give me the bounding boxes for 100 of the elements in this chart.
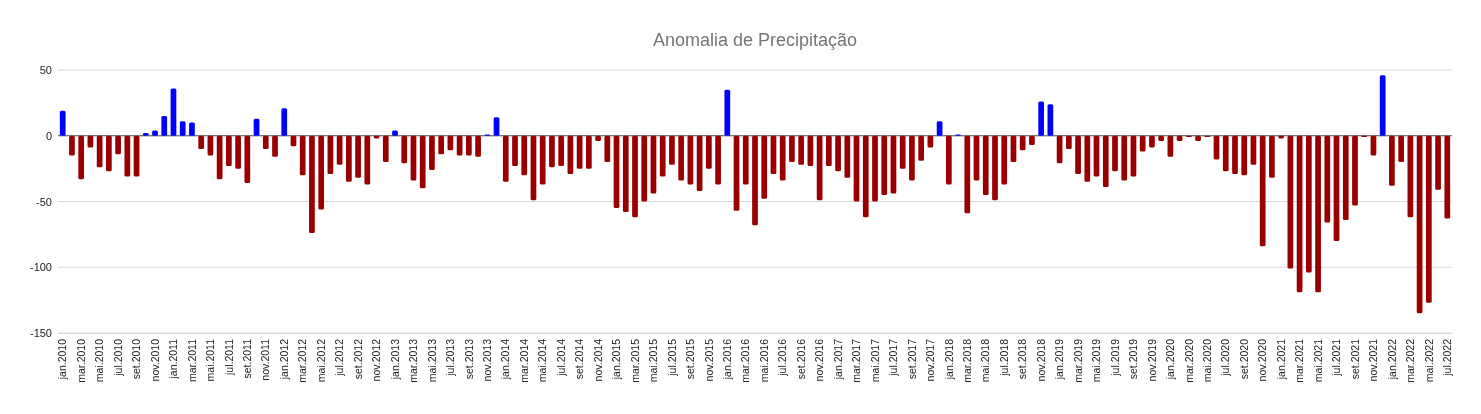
x-tick-label: jul.2011 [222, 338, 235, 377]
bar [539, 135, 546, 185]
bar [835, 135, 841, 172]
bar [798, 135, 805, 165]
x-tick-label: jan.2022 [1385, 338, 1398, 381]
bar [669, 135, 675, 165]
x-tick-label: jan.2017 [831, 338, 844, 381]
bar [1222, 135, 1229, 172]
x-tick-label: jan.2020 [1164, 338, 1177, 381]
x-tick-label: mai.2020 [1200, 338, 1213, 383]
bar [152, 130, 158, 136]
x-tick-label: mai.2022 [1422, 338, 1435, 383]
bar [1195, 135, 1201, 142]
x-tick-label: set.2010 [130, 338, 143, 380]
bar [1444, 135, 1451, 219]
bar [844, 135, 851, 178]
x-tick-label: mar.2016 [739, 338, 752, 383]
bar [1121, 135, 1128, 181]
bar [345, 135, 352, 182]
x-tick-label: jul.2013 [444, 338, 457, 377]
x-tick-label: mai.2010 [93, 338, 106, 383]
x-tick-label: jul.2019 [1108, 338, 1121, 377]
bar [1342, 135, 1349, 220]
x-tick-label: jan.2021 [1274, 338, 1287, 381]
x-tick-label: jan.2016 [720, 338, 733, 381]
bar [1241, 135, 1248, 176]
bar [106, 135, 112, 172]
bar [715, 135, 721, 185]
bar [1149, 135, 1155, 148]
bar [244, 135, 251, 184]
x-tick-label: mar.2013 [407, 338, 420, 383]
bar [69, 135, 75, 156]
x-tick-label: mai.2019 [1090, 338, 1103, 383]
bar [382, 135, 389, 163]
y-tick-label: -150 [29, 327, 52, 340]
x-tick-label: set.2013 [462, 338, 475, 380]
x-tick-label: mar.2019 [1071, 338, 1084, 383]
bar [189, 122, 195, 136]
x-tick-label: set.2021 [1348, 338, 1361, 380]
x-tick-label: jul.2022 [1440, 338, 1453, 377]
bar [918, 135, 925, 161]
x-tick-label: mar.2010 [74, 338, 87, 383]
bar [1075, 135, 1081, 174]
x-tick-label: mar.2022 [1404, 338, 1417, 383]
x-tick-label: jul.2020 [1219, 338, 1232, 377]
bar [761, 135, 768, 199]
bar [1324, 135, 1331, 223]
bar [909, 135, 915, 181]
bar [512, 135, 518, 166]
x-tick-label: set.2012 [351, 338, 364, 380]
bar [281, 108, 288, 136]
bar [1315, 135, 1321, 293]
x-tick-label: nov.2017 [924, 338, 937, 382]
x-tick-label: mai.2015 [647, 338, 660, 383]
bar [558, 135, 565, 166]
bar [789, 135, 795, 163]
x-tick-label: jul.2017 [887, 338, 900, 377]
x-tick-label: nov.2010 [148, 338, 161, 382]
bar [235, 135, 241, 169]
bar [355, 135, 361, 178]
x-tick-label: jan.2010 [56, 338, 69, 381]
x-tick-label: mar.2018 [960, 338, 973, 383]
bar [585, 135, 592, 169]
bar [309, 135, 315, 234]
x-tick-label: set.2018 [1016, 338, 1029, 380]
bar [1398, 135, 1404, 163]
bar [595, 135, 601, 142]
x-tick-label: set.2020 [1237, 338, 1250, 380]
bar [752, 135, 758, 226]
bar [179, 121, 186, 136]
bar [198, 135, 205, 149]
x-tick-label: mai.2016 [757, 338, 770, 383]
bar [521, 135, 528, 176]
x-tick-label: nov.2019 [1145, 338, 1158, 382]
bar [779, 135, 786, 181]
bar [1029, 135, 1035, 145]
x-tick-label: nov.2011 [259, 338, 272, 381]
x-tick-label: jan.2019 [1053, 338, 1066, 381]
x-tick-label: jul.2021 [1330, 338, 1343, 377]
bar [705, 135, 712, 169]
bar [1102, 135, 1109, 188]
bar [1139, 135, 1146, 152]
bar [124, 135, 131, 177]
bar [226, 135, 232, 166]
bar [604, 135, 611, 163]
bar [825, 135, 832, 166]
bar [1232, 135, 1238, 174]
x-tick-label: set.2017 [905, 338, 918, 380]
x-tick-label: jan.2011 [167, 338, 180, 380]
bar [1379, 75, 1386, 136]
x-tick-label: jul.2012 [333, 338, 346, 377]
bar [622, 135, 629, 213]
x-tick-label: set.2016 [794, 338, 807, 380]
bar [1038, 101, 1045, 136]
x-tick-label: nov.2021 [1367, 338, 1380, 382]
x-tick-label: nov.2018 [1034, 338, 1047, 382]
x-tick-label: mai.2021 [1311, 338, 1324, 383]
bar [1352, 135, 1358, 206]
chart-title: Anomalia de Precipitação [652, 30, 858, 50]
bar [964, 135, 971, 214]
